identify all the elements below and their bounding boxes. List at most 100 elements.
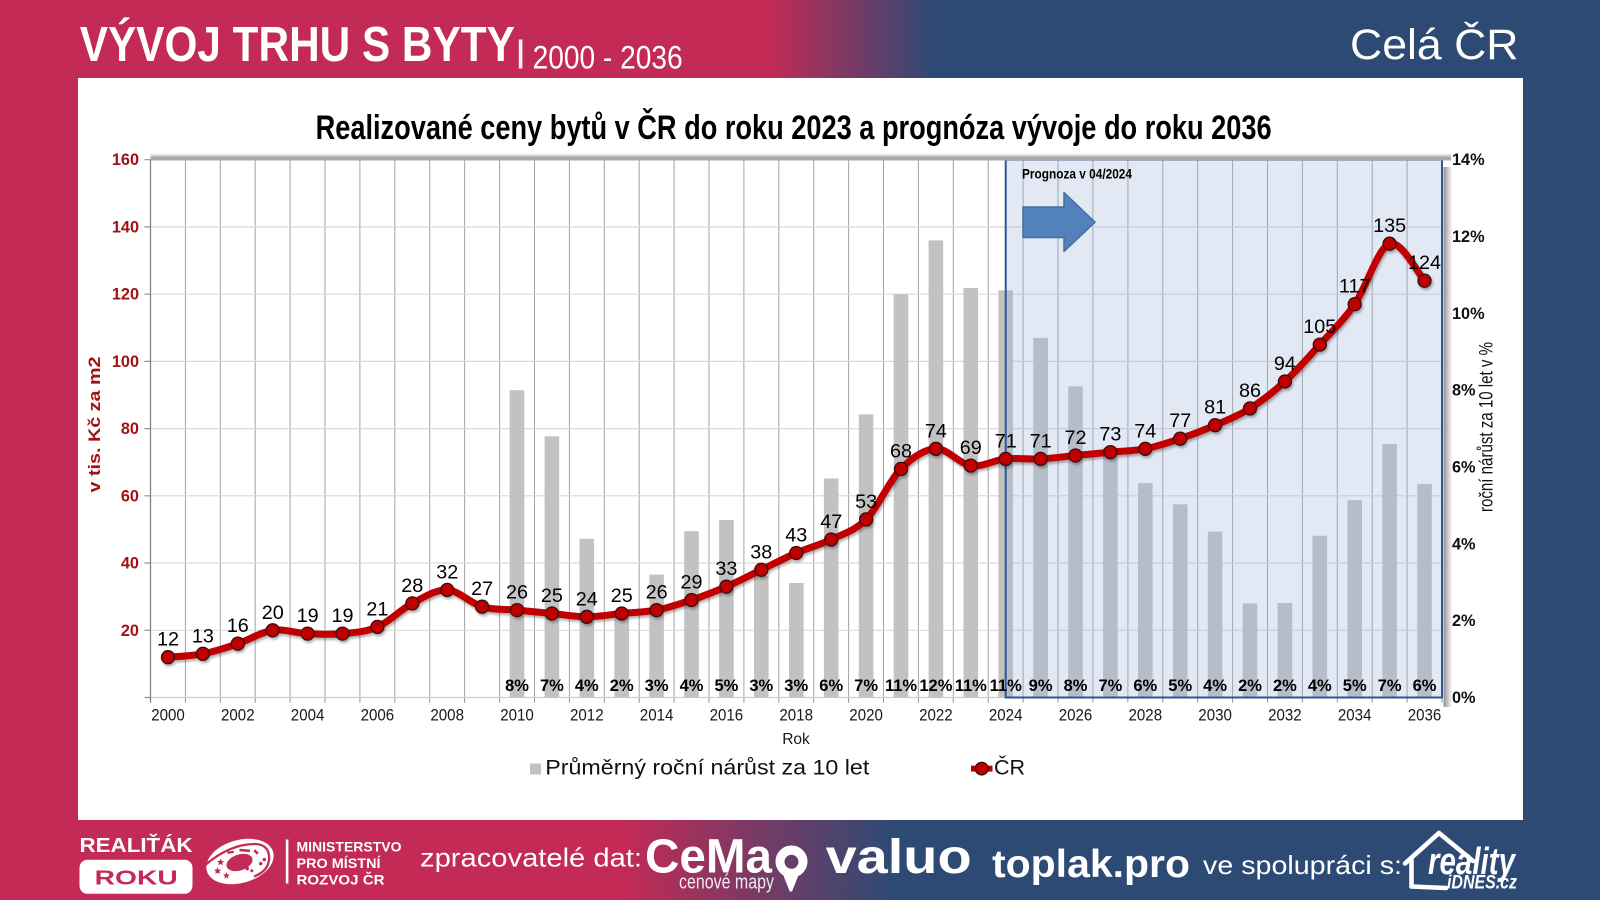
svg-text:2006: 2006	[361, 707, 395, 725]
svg-text:8%: 8%	[1452, 382, 1476, 400]
svg-text:7%: 7%	[1378, 677, 1402, 695]
svg-text:VÝVOJ TRHU S BYTY: VÝVOJ TRHU S BYTY	[80, 18, 515, 72]
svg-text:5%: 5%	[1168, 677, 1192, 695]
svg-text:86: 86	[1239, 380, 1261, 402]
svg-text:20: 20	[121, 622, 139, 640]
svg-text:PRO MÍSTNÍ: PRO MÍSTNÍ	[297, 855, 382, 871]
svg-text:135: 135	[1373, 215, 1406, 237]
svg-text:60: 60	[121, 487, 139, 505]
svg-text:0%: 0%	[1452, 689, 1476, 707]
svg-text:53: 53	[855, 491, 877, 513]
svg-text:16: 16	[227, 615, 249, 637]
svg-text:74: 74	[1134, 420, 1156, 442]
svg-text:2008: 2008	[430, 707, 464, 725]
svg-text:2%: 2%	[1452, 612, 1476, 630]
svg-text:Rok: Rok	[782, 731, 810, 748]
svg-text:4%: 4%	[1203, 677, 1227, 695]
svg-text:47: 47	[820, 511, 842, 533]
svg-text:3%: 3%	[784, 677, 808, 695]
svg-text:8%: 8%	[1064, 677, 1088, 695]
svg-text:zpracovatelé dat:: zpracovatelé dat:	[420, 843, 642, 873]
svg-text:4%: 4%	[575, 677, 599, 695]
svg-text:124: 124	[1408, 252, 1441, 274]
svg-text:120: 120	[112, 286, 139, 304]
svg-text:2034: 2034	[1338, 707, 1372, 725]
svg-text:REALIŤÁK: REALIŤÁK	[80, 833, 194, 857]
svg-text:71: 71	[995, 430, 1017, 452]
svg-text:25: 25	[541, 585, 563, 607]
svg-text:2%: 2%	[610, 677, 634, 695]
svg-text:ROKU: ROKU	[95, 868, 178, 890]
svg-text:25: 25	[611, 585, 633, 607]
svg-text:24: 24	[576, 588, 598, 610]
svg-text:valuo: valuo	[826, 831, 972, 884]
svg-text:105: 105	[1303, 316, 1336, 338]
svg-text:ČR: ČR	[994, 755, 1025, 780]
svg-text:2014: 2014	[640, 707, 674, 725]
svg-text:11%: 11%	[990, 677, 1022, 695]
svg-text:9%: 9%	[1029, 677, 1053, 695]
svg-text:6%: 6%	[819, 677, 843, 695]
svg-text:4%: 4%	[1452, 535, 1476, 553]
svg-text:3%: 3%	[749, 677, 773, 695]
svg-text:26: 26	[646, 582, 668, 604]
svg-text:2%: 2%	[1273, 677, 1297, 695]
svg-text:7%: 7%	[1098, 677, 1122, 695]
svg-text:Realizované ceny bytů v ČR do: Realizované ceny bytů v ČR do roku 2023 …	[316, 107, 1272, 147]
svg-text:19: 19	[297, 605, 319, 627]
svg-text:32: 32	[436, 561, 458, 583]
svg-text:2018: 2018	[779, 707, 813, 725]
svg-text:4%: 4%	[1308, 677, 1332, 695]
svg-text:2032: 2032	[1268, 707, 1302, 725]
svg-text:2000: 2000	[151, 707, 185, 725]
svg-text:74: 74	[925, 420, 947, 442]
svg-text:12%: 12%	[1452, 228, 1485, 246]
svg-text:2020: 2020	[849, 707, 883, 725]
svg-text:2004: 2004	[291, 707, 325, 725]
svg-text:2002: 2002	[221, 707, 255, 725]
svg-text:6%: 6%	[1413, 677, 1437, 695]
svg-text:33: 33	[715, 558, 737, 580]
svg-text:40: 40	[121, 555, 139, 573]
svg-text:68: 68	[890, 440, 912, 462]
svg-text:20: 20	[262, 602, 284, 624]
svg-text:2024: 2024	[989, 707, 1023, 725]
svg-text:14%: 14%	[1452, 151, 1485, 169]
svg-text:160: 160	[112, 151, 139, 169]
svg-text:140: 140	[112, 218, 139, 236]
svg-text:2022: 2022	[919, 707, 953, 725]
svg-text:4%: 4%	[680, 677, 704, 695]
svg-text:8%: 8%	[505, 677, 529, 695]
svg-text:12%: 12%	[919, 677, 952, 695]
svg-text:MINISTERSTVO: MINISTERSTVO	[297, 839, 402, 854]
svg-text:13: 13	[192, 625, 214, 647]
svg-text:73: 73	[1099, 424, 1121, 446]
svg-text:10%: 10%	[1452, 305, 1485, 323]
svg-text:3%: 3%	[645, 677, 669, 695]
svg-text:cenové mapy: cenové mapy	[679, 872, 774, 894]
svg-text:117: 117	[1339, 276, 1371, 298]
svg-text:Průměrný roční nárůst za 10 le: Průměrný roční nárůst za 10 let	[545, 756, 869, 780]
svg-text:38: 38	[750, 541, 772, 563]
svg-text:7%: 7%	[854, 677, 878, 695]
svg-text:11%: 11%	[885, 677, 917, 695]
svg-text:2%: 2%	[1238, 677, 1262, 695]
svg-text:6%: 6%	[1133, 677, 1157, 695]
svg-text:2036: 2036	[1408, 707, 1442, 725]
svg-text:29: 29	[680, 572, 702, 594]
svg-text:ve spolupráci s:: ve spolupráci s:	[1203, 850, 1402, 880]
svg-text:2030: 2030	[1198, 707, 1232, 725]
svg-text:26: 26	[506, 582, 528, 604]
svg-text:72: 72	[1064, 427, 1086, 449]
svg-text:7%: 7%	[540, 677, 564, 695]
svg-text:2028: 2028	[1129, 707, 1163, 725]
svg-text:28: 28	[401, 575, 423, 597]
svg-text:100: 100	[112, 353, 139, 371]
svg-text:v tis. Kč za m2: v tis. Kč za m2	[86, 357, 104, 493]
svg-text:2012: 2012	[570, 707, 604, 725]
svg-text:roční nárůst za 10 let v %: roční nárůst za 10 let v %	[1476, 342, 1498, 512]
svg-text:iDNES.cz: iDNES.cz	[1447, 873, 1517, 894]
svg-text:12: 12	[157, 629, 179, 651]
svg-text:81: 81	[1204, 397, 1226, 419]
svg-text:43: 43	[785, 525, 807, 547]
